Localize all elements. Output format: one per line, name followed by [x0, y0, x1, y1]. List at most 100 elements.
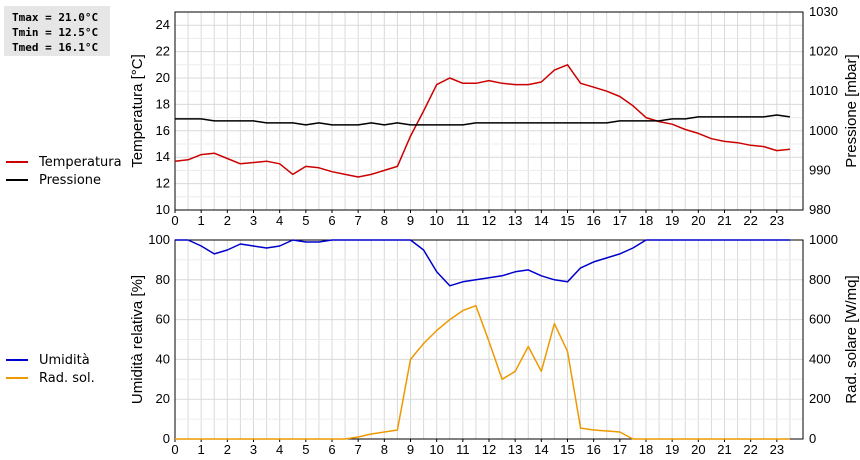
y-tick-label-left: 80	[156, 272, 170, 287]
chart-panel-2: 0 1 2 3 4 5 6 7 8 9 10 11 12 13 14 15 16 17 18 19 20 21 22 2302…	[129, 232, 860, 457]
y-axis-title-right: Pressione [mbar]	[843, 54, 860, 167]
y-tick-label-left: 22	[156, 44, 170, 59]
x-tick-label: 21	[717, 442, 731, 457]
x-tick-label: 20	[691, 213, 705, 228]
x-tick-label: 20	[691, 442, 705, 457]
tmin-label: Tmin = 12.5°C	[12, 26, 99, 39]
x-tick-label: 18	[639, 213, 653, 228]
radiation-swatch	[6, 377, 28, 379]
x-tick-label: 16	[586, 442, 600, 457]
x-tick-label: 22	[743, 442, 757, 457]
temperature-swatch	[6, 161, 28, 163]
y-tick-label-left: 14	[156, 149, 170, 164]
y-tick-label-left: 40	[156, 351, 170, 366]
y-tick-label-left: 100	[148, 232, 170, 247]
y-tick-label-left: 20	[156, 70, 170, 85]
tmed-label: Tmed = 16.1°C	[12, 41, 99, 54]
y-tick-label-left: 0	[163, 431, 170, 446]
legend-label-radiation: Rad. sol.	[39, 370, 95, 386]
x-tick-label: 3	[250, 213, 257, 228]
x-tick-label: 9	[407, 213, 414, 228]
x-tick-label: 11	[456, 213, 470, 228]
y-tick-label-right: 1030	[809, 4, 838, 19]
y-tick-label-right: 1010	[809, 83, 838, 98]
y-tick-label-right: 600	[809, 312, 831, 327]
x-tick-label: 12	[482, 213, 496, 228]
y-tick-label-left: 16	[156, 123, 170, 138]
x-tick-label: 11	[456, 442, 470, 457]
y-tick-label-right: 1000	[809, 232, 838, 247]
chart-panel-1: 0 1 2 3 4 5 6 7 8 9 10 11 12 13 14 15 16 17 18 19 20 21 22 2310…	[129, 4, 860, 228]
x-tick-label: 2	[224, 442, 231, 457]
x-tick-label: 10	[429, 442, 443, 457]
legend-bottom: Umidità Rad. sol.	[6, 351, 95, 387]
legend-item-humidity: Umidità	[6, 351, 95, 369]
x-tick-label: 1	[198, 442, 205, 457]
y-axis-title-left: Temperatura [°C]	[129, 54, 146, 168]
x-tick-label: 21	[717, 213, 731, 228]
y-tick-label-left: 18	[156, 96, 170, 111]
x-tick-label: 15	[560, 213, 574, 228]
series-line-temperatura	[174, 64, 790, 178]
x-tick-label: 5	[302, 213, 309, 228]
x-tick-label: 10	[429, 213, 443, 228]
x-tick-label: 4	[276, 213, 283, 228]
y-tick-label-right: 800	[809, 272, 831, 287]
y-axis-title-left: Umidità relativa [%]	[129, 275, 146, 404]
x-tick-label: 7	[355, 442, 362, 457]
y-tick-label-right: 980	[809, 202, 831, 217]
legend-item-temperature: Temperatura	[6, 153, 122, 171]
x-tick-label: 0	[171, 213, 178, 228]
y-tick-label-right: 0	[809, 431, 816, 446]
x-tick-label: 2	[224, 213, 231, 228]
legend-item-pressure: Pressione	[6, 171, 122, 189]
x-tick-label: 1	[198, 213, 205, 228]
legend-label-humidity: Umidità	[39, 352, 90, 368]
x-tick-label: 19	[665, 442, 679, 457]
x-tick-label: 9	[407, 442, 414, 457]
legend-item-radiation: Rad. sol.	[6, 369, 95, 387]
y-tick-label-left: 12	[156, 176, 170, 191]
x-tick-label: 13	[508, 213, 522, 228]
series-line-rad-sol-	[175, 304, 790, 440]
y-tick-label-right: 200	[809, 391, 831, 406]
x-tick-label: 13	[508, 442, 522, 457]
x-tick-label: 8	[381, 213, 388, 228]
y-tick-label-left: 20	[156, 391, 170, 406]
x-tick-label: 17	[613, 213, 627, 228]
humidity-swatch	[6, 359, 28, 361]
legend-label-pressure: Pressione	[39, 172, 102, 188]
x-tick-label: 6	[328, 442, 335, 457]
x-tick-label: 23	[770, 442, 784, 457]
x-tick-label: 18	[639, 442, 653, 457]
legend-top: Temperatura Pressione	[6, 153, 122, 189]
x-tick-label: 19	[665, 213, 679, 228]
series-line-umidit-	[175, 239, 790, 287]
x-tick-label: 14	[534, 442, 548, 457]
legend-label-temperature: Temperatura	[39, 154, 122, 170]
y-tick-label-right: 400	[809, 351, 831, 366]
x-tick-label: 4	[276, 442, 283, 457]
y-tick-label-left: 24	[156, 17, 170, 32]
x-tick-label: 14	[534, 213, 548, 228]
stats-box: Tmax = 21.0°C Tmin = 12.5°C Tmed = 16.1°…	[4, 6, 110, 56]
x-tick-label: 22	[743, 213, 757, 228]
x-tick-label: 23	[770, 213, 784, 228]
y-axis-title-right: Rad. solare [W/mq]	[843, 275, 860, 403]
x-tick-label: 7	[355, 213, 362, 228]
y-tick-label-left: 10	[156, 202, 170, 217]
y-tick-label-right: 990	[809, 162, 831, 177]
x-tick-label: 6	[328, 213, 335, 228]
x-tick-label: 17	[613, 442, 627, 457]
x-tick-label: 16	[586, 213, 600, 228]
x-tick-label: 5	[302, 442, 309, 457]
pressure-swatch	[6, 179, 28, 181]
y-tick-label-left: 60	[156, 312, 170, 327]
x-tick-label: 12	[482, 442, 496, 457]
y-tick-label-right: 1020	[809, 44, 838, 59]
x-tick-label: 15	[560, 442, 574, 457]
x-tick-label: 3	[250, 442, 257, 457]
x-tick-label: 0	[171, 442, 178, 457]
y-tick-label-right: 1000	[809, 123, 838, 138]
